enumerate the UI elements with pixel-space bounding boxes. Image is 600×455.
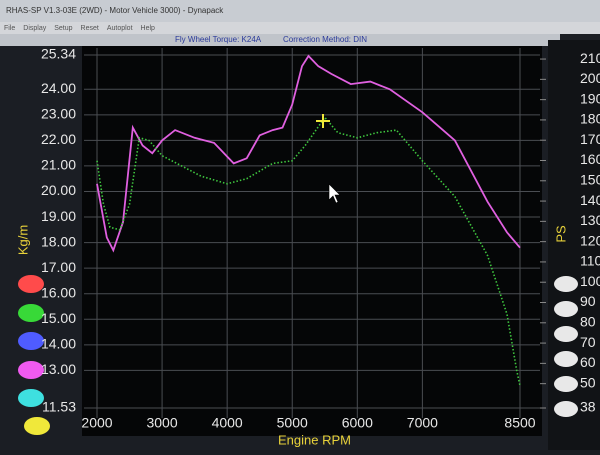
- cursor-marker: [316, 114, 330, 128]
- title-bar: [0, 0, 600, 22]
- plot-area: [82, 46, 542, 436]
- button[interactable]: [18, 332, 44, 350]
- button[interactable]: [554, 376, 578, 392]
- y-tick-label: 17.00: [41, 259, 76, 275]
- button[interactable]: [554, 276, 578, 292]
- y-tick-label: 23.00: [41, 106, 76, 122]
- y2-tick-label: 160: [580, 151, 600, 167]
- y2-tick-label: 100: [580, 273, 600, 289]
- y-tick-label: 14.00: [41, 336, 76, 352]
- menu-item[interactable]: File: [4, 25, 15, 32]
- y-tick-label: 24.00: [41, 80, 76, 96]
- color-buttons: [18, 275, 50, 435]
- y2-tick-label: 80: [580, 313, 596, 329]
- y2-tick-label: 200: [580, 70, 600, 86]
- y2-tick-label: 190: [580, 90, 600, 106]
- y2-tick-label: 60: [580, 354, 596, 370]
- chart-subtitle: Correction Method: DIN: [283, 35, 367, 44]
- window-title: RHAS-SP V1.3-03E (2WD) - Motor Vehicle 3…: [6, 6, 224, 15]
- x-tick-label: 5000: [277, 415, 308, 431]
- y2-tick-label: 50: [580, 374, 596, 390]
- series-line: [96, 54, 521, 253]
- button[interactable]: [18, 389, 44, 407]
- y-tick-label: 20.00: [41, 182, 76, 198]
- menu-item[interactable]: Help: [141, 25, 156, 32]
- y2-tick-label: 110: [580, 253, 600, 269]
- y-axis-label: Kg/m: [15, 225, 30, 255]
- series-line: [96, 116, 521, 386]
- menu-item[interactable]: Autoplot: [107, 25, 133, 32]
- y2-axis-label: PS: [553, 225, 568, 243]
- x-tick-label: 7000: [407, 415, 438, 431]
- y2-tick-label: 90: [580, 293, 596, 309]
- button[interactable]: [24, 417, 50, 435]
- header-strip: [0, 34, 560, 46]
- y2-tick-label: 120: [580, 232, 600, 248]
- button[interactable]: [18, 275, 44, 293]
- y-tick-label: 16.00: [41, 284, 76, 300]
- button[interactable]: [554, 351, 578, 367]
- x-tick-label: 4000: [212, 415, 243, 431]
- y-tick-label: 19.00: [41, 208, 76, 224]
- button[interactable]: [554, 401, 578, 417]
- y-tick-label: 13.00: [41, 361, 76, 377]
- y-tick-label: 18.00: [41, 233, 76, 249]
- button[interactable]: [554, 326, 578, 342]
- y2-tick-label: 70: [580, 334, 596, 350]
- menu-item[interactable]: Reset: [81, 25, 99, 32]
- y-tick-label: 25.34: [41, 46, 76, 62]
- chart-title: Fly Wheel Torque: K24A: [175, 35, 262, 44]
- mouse-pointer: [328, 183, 341, 204]
- x-tick-label: 2000: [81, 415, 112, 431]
- button[interactable]: [18, 361, 44, 379]
- y2-tick-label: 170: [580, 131, 600, 147]
- menu-item[interactable]: Display: [23, 25, 46, 32]
- y2-tick-label: 140: [580, 192, 600, 208]
- x-tick-label: 6000: [342, 415, 373, 431]
- y2-tick-label: 38: [580, 399, 596, 415]
- x-tick-label: 3000: [146, 415, 177, 431]
- y2-tick-label: 210: [580, 50, 600, 66]
- menu-bar: [0, 22, 600, 34]
- y-tick-label: 11.53: [42, 399, 76, 415]
- x-axis-label: Engine RPM: [278, 432, 351, 447]
- y-tick-label: 15.00: [41, 310, 76, 326]
- y-tick-label: 21.00: [41, 157, 76, 173]
- button[interactable]: [554, 301, 578, 317]
- button[interactable]: [18, 304, 44, 322]
- y2-tick-label: 130: [580, 212, 600, 228]
- y2-tick-label: 150: [580, 171, 600, 187]
- menu-item[interactable]: Setup: [54, 25, 72, 32]
- y2-tick-label: 180: [580, 111, 600, 127]
- x-tick-label: 8500: [504, 415, 535, 431]
- y-tick-label: 22.00: [41, 131, 76, 147]
- white-buttons: [554, 276, 578, 417]
